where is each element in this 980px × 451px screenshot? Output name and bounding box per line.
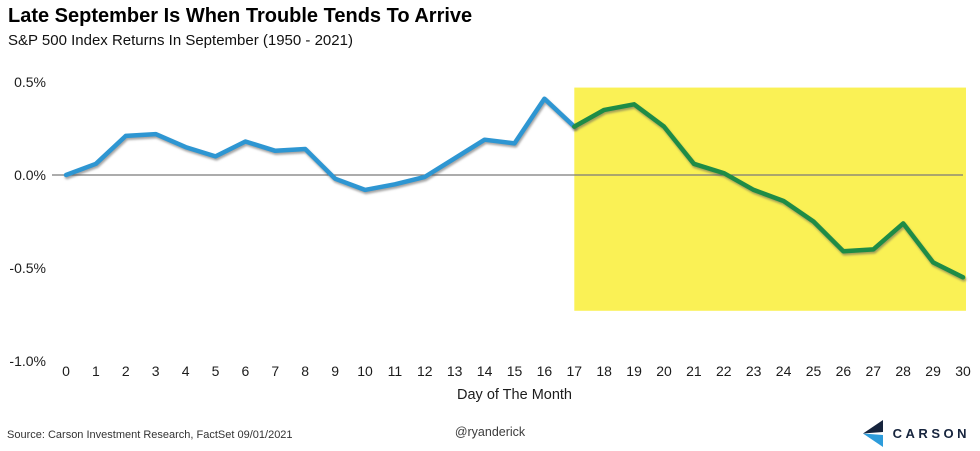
x-axis-tick-label: 10 — [357, 363, 373, 379]
x-axis-title: Day of The Month — [457, 387, 572, 403]
late-september-highlight-region — [574, 87, 966, 311]
chart-title: Late September Is When Trouble Tends To … — [8, 5, 473, 27]
source-note: Source: Carson Investment Research, Fact… — [7, 429, 293, 441]
x-axis-tick-label: 9 — [331, 363, 339, 379]
carson-logo: CARSON — [861, 420, 970, 447]
y-axis-tick-label: 0.0% — [14, 167, 46, 183]
y-axis-tick-label: -0.5% — [9, 260, 46, 276]
x-axis-tick-label: 1 — [91, 363, 100, 379]
chart-subtitle: S&P 500 Index Returns In September (1950… — [8, 32, 353, 49]
x-axis-tick-label: 23 — [745, 363, 762, 379]
x-axis-tick-label: 2 — [121, 363, 130, 379]
x-axis-tick-label: 18 — [596, 363, 612, 379]
x-axis-tick-label: 7 — [271, 363, 280, 379]
x-axis-tick-label: 20 — [656, 363, 672, 379]
x-axis-tick-label: 17 — [566, 363, 583, 379]
y-axis-tick-label: -1.0% — [9, 353, 46, 369]
line-late-september — [572, 102, 966, 280]
carson-logo-text: CARSON — [892, 426, 970, 441]
line-early-september — [63, 96, 577, 193]
carson-logo-icon — [862, 420, 883, 447]
x-axis-tick-label: 14 — [476, 363, 493, 379]
x-axis-tick-label: 11 — [387, 363, 403, 379]
x-axis-tick-label: 26 — [835, 363, 852, 379]
x-axis-tick-label: 16 — [536, 363, 553, 379]
twitter-handle: @ryanderick — [454, 425, 526, 439]
x-axis-tick-label: 12 — [417, 363, 433, 379]
x-axis-tick-label: 19 — [626, 363, 642, 379]
x-axis-tick-label: 4 — [181, 363, 190, 379]
x-axis-tick-label: 3 — [151, 363, 160, 379]
x-axis-tick-label: 27 — [865, 363, 882, 379]
x-axis-tick-label: 15 — [506, 363, 523, 379]
x-axis-tick-label: 5 — [211, 363, 220, 379]
x-axis-tick-label: 13 — [446, 363, 463, 379]
x-axis-tick-label: 6 — [241, 363, 250, 379]
x-axis-tick-label: 0 — [62, 363, 70, 379]
x-axis-tick-label: 28 — [895, 363, 911, 379]
y-axis-tick-label: 0.5% — [14, 74, 46, 90]
x-axis-tick-label: 8 — [301, 363, 310, 379]
x-axis-tick-label: 25 — [805, 363, 822, 379]
x-axis-tick-label: 22 — [716, 363, 732, 379]
x-axis-tick-label: 24 — [775, 363, 792, 379]
x-axis-tick-label: 21 — [686, 363, 702, 379]
x-axis-tick-label: 30 — [955, 363, 971, 379]
x-axis-tick-label: 29 — [925, 363, 941, 379]
